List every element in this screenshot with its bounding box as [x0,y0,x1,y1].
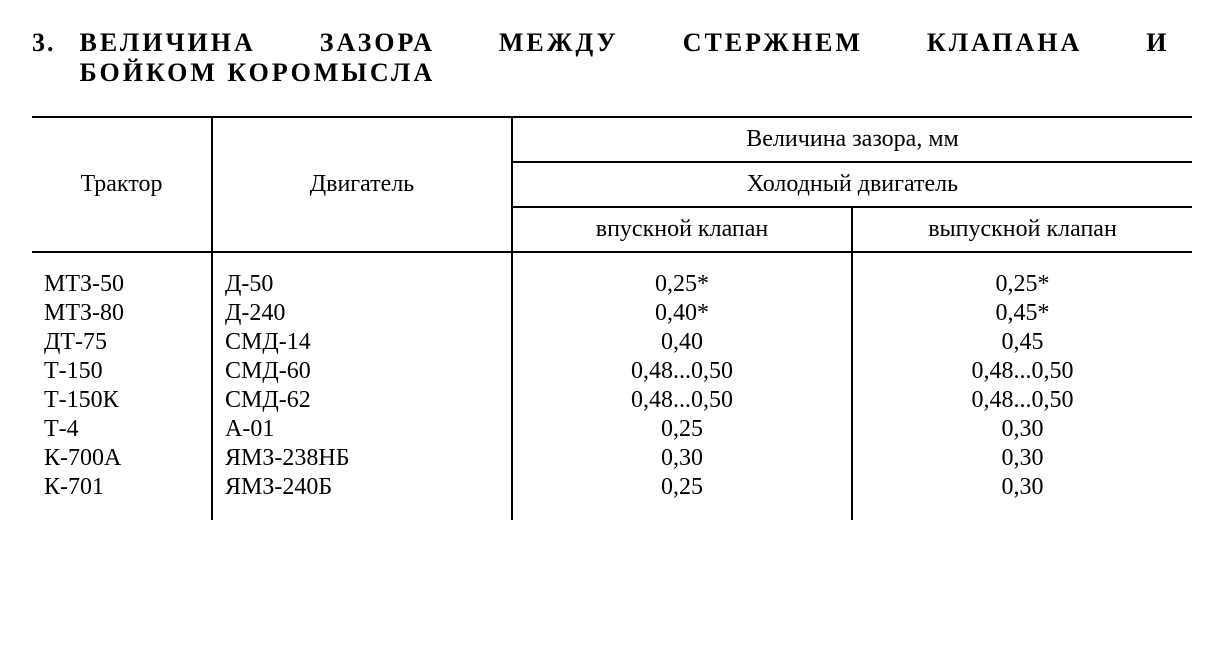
table-spacer-row [32,252,1192,270]
cell-engine: СМД-14 [212,328,512,357]
cell-tractor: МТЗ-50 [32,270,212,299]
heading-title-line2: БОЙКОМ КОРОМЫСЛА [80,58,1170,88]
cell-engine: Д-50 [212,270,512,299]
cell-tractor: ДТ-75 [32,328,212,357]
cell-intake: 0,25* [512,270,852,299]
cell-exhaust: 0,30 [852,473,1192,502]
col-header-intake: впускной клапан [512,207,852,252]
cell-exhaust: 0,48...0,50 [852,357,1192,386]
table-row: ДТ-75 СМД-14 0,40 0,45 [32,328,1192,357]
col-header-exhaust: выпускной клапан [852,207,1192,252]
cell-exhaust: 0,45 [852,328,1192,357]
cell-intake: 0,48...0,50 [512,386,852,415]
table-row: Т-4 А-01 0,25 0,30 [32,415,1192,444]
table-row: Т-150К СМД-62 0,48...0,50 0,48...0,50 [32,386,1192,415]
cell-engine: Д-240 [212,299,512,328]
cell-tractor: МТЗ-80 [32,299,212,328]
cell-tractor: Т-150К [32,386,212,415]
cell-tractor: Т-4 [32,415,212,444]
cell-exhaust: 0,30 [852,444,1192,473]
cell-intake: 0,30 [512,444,852,473]
table-row: МТЗ-50 Д-50 0,25* 0,25* [32,270,1192,299]
table-spacer-row [32,502,1192,520]
heading-title: ВЕЛИЧИНА ЗАЗОРА МЕЖДУ СТЕРЖНЕМ КЛАПАНА И… [80,28,1170,88]
cell-intake: 0,25 [512,415,852,444]
valve-clearance-table: Трактор Двигатель Величина зазора, мм Хо… [32,116,1192,520]
col-header-cold-engine: Холодный двигатель [512,162,1192,207]
cell-tractor: К-701 [32,473,212,502]
cell-intake: 0,25 [512,473,852,502]
table-row: Т-150 СМД-60 0,48...0,50 0,48...0,50 [32,357,1192,386]
cell-tractor: К-700А [32,444,212,473]
table-body: МТЗ-50 Д-50 0,25* 0,25* МТЗ-80 Д-240 0,4… [32,252,1192,520]
col-header-engine: Двигатель [212,117,512,252]
heading-title-line1: ВЕЛИЧИНА ЗАЗОРА МЕЖДУ СТЕРЖНЕМ КЛАПАНА И [80,28,1170,58]
cell-intake: 0,48...0,50 [512,357,852,386]
col-header-tractor: Трактор [32,117,212,252]
table-row: К-701 ЯМЗ-240Б 0,25 0,30 [32,473,1192,502]
table-row: К-700А ЯМЗ-238НБ 0,30 0,30 [32,444,1192,473]
heading-number: 3. [32,28,80,58]
cell-exhaust: 0,48...0,50 [852,386,1192,415]
cell-exhaust: 0,30 [852,415,1192,444]
cell-exhaust: 0,45* [852,299,1192,328]
cell-engine: СМД-60 [212,357,512,386]
cell-intake: 0,40 [512,328,852,357]
cell-intake: 0,40* [512,299,852,328]
col-header-gap-title: Величина зазора, мм [512,117,1192,162]
cell-engine: А-01 [212,415,512,444]
section-heading: 3. ВЕЛИЧИНА ЗАЗОРА МЕЖДУ СТЕРЖНЕМ КЛАПАН… [32,28,1192,88]
table-row: МТЗ-80 Д-240 0,40* 0,45* [32,299,1192,328]
cell-exhaust: 0,25* [852,270,1192,299]
cell-tractor: Т-150 [32,357,212,386]
cell-engine: ЯМЗ-238НБ [212,444,512,473]
cell-engine: ЯМЗ-240Б [212,473,512,502]
cell-engine: СМД-62 [212,386,512,415]
